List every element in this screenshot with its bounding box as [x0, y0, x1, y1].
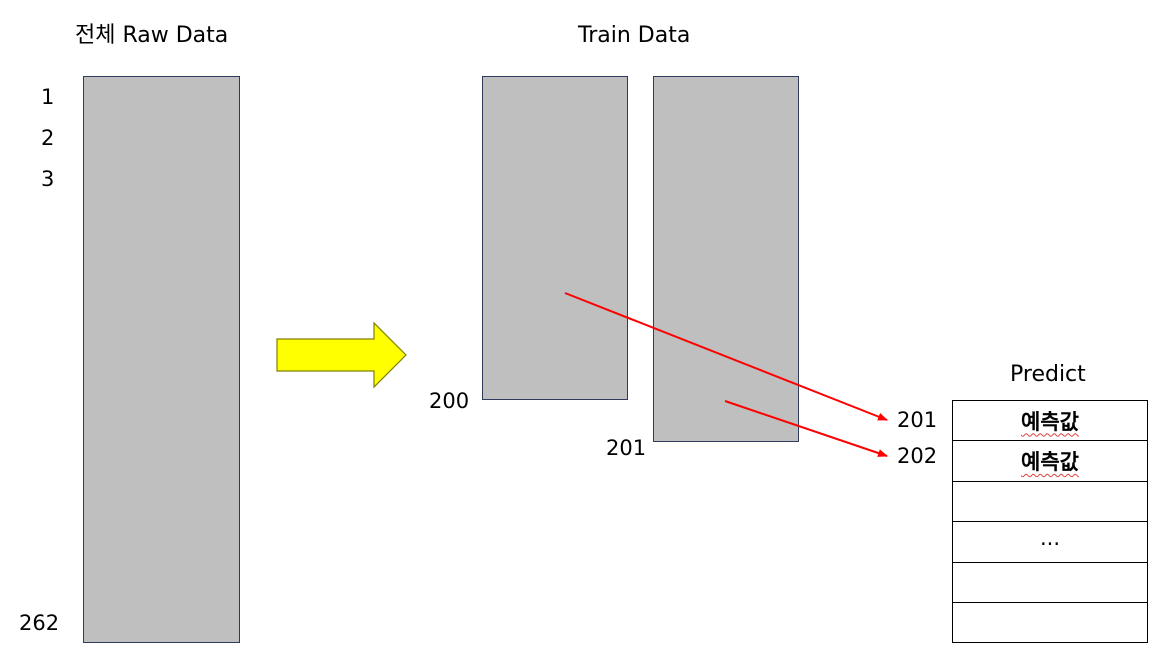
train-data-title: Train Data	[578, 23, 691, 48]
raw-row-label-last: 262	[19, 611, 60, 635]
predict-row-label-201: 201	[897, 408, 938, 432]
raw-row-label-2: 2	[41, 126, 55, 150]
train-window-block-1	[482, 76, 628, 400]
predict-cell-1: 예측값	[953, 401, 1147, 441]
train-window-end-label-2: 201	[606, 436, 647, 460]
raw-data-title: 전체 Raw Data	[75, 23, 229, 48]
predict-ellipsis: ...	[1039, 526, 1061, 550]
raw-row-label-3: 3	[41, 167, 55, 191]
predict-row-label-202: 202	[897, 444, 938, 468]
train-window-block-2	[653, 76, 799, 442]
predict-value: 예측값	[1021, 409, 1079, 434]
predict-title: Predict	[1010, 362, 1086, 387]
raw-data-block	[83, 76, 240, 643]
transform-arrow-icon	[276, 321, 407, 389]
train-window-end-label-1: 200	[429, 389, 470, 413]
raw-row-label-1: 1	[41, 85, 55, 109]
predict-cell-2: 예측값	[953, 442, 1147, 482]
predict-cell-4: ...	[953, 523, 1147, 563]
predict-cell-3	[953, 482, 1147, 522]
predict-value: 예측값	[1021, 450, 1079, 474]
predict-table: 예측값 예측값 ...	[952, 400, 1148, 643]
predict-cell-5	[953, 563, 1147, 603]
predict-connector-line-1	[564, 292, 888, 421]
predict-connector-line-2	[724, 400, 888, 457]
